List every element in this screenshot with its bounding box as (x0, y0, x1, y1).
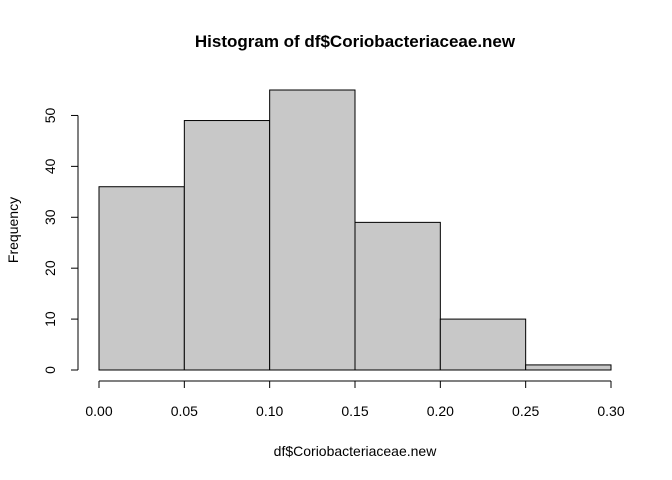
histogram-bar-5 (525, 364, 612, 371)
y-tick-label: 20 (42, 260, 58, 276)
x-tick-label: 0.10 (256, 403, 283, 419)
y-tick-label: 40 (42, 158, 58, 174)
y-tick-label: 50 (42, 107, 58, 123)
chart-title: Histogram of df$Coriobacteriaceae.new (195, 32, 516, 51)
histogram-bar-1 (183, 120, 271, 371)
x-axis: 0.00 0.05 0.10 0.15 0.20 0.25 0.30 (85, 380, 625, 419)
x-tick-label: 0.25 (512, 403, 539, 419)
y-axis-label: Frequency (5, 197, 21, 263)
x-tick-label: 0.15 (341, 403, 368, 419)
x-tick-label: 0.20 (427, 403, 454, 419)
x-tick-label: 0.00 (85, 403, 112, 419)
histogram-bar-2 (269, 89, 356, 371)
x-tick-label: 0.05 (171, 403, 198, 419)
histogram-bar-0 (98, 186, 185, 371)
histogram-bar-4 (439, 318, 527, 371)
x-axis-label: df$Coriobacteriaceae.new (274, 443, 438, 459)
y-axis: 0 10 20 30 40 50 (42, 107, 79, 374)
histogram-bar-3 (354, 221, 441, 371)
x-tick-label: 0.30 (597, 403, 624, 419)
y-tick-label: 10 (42, 311, 58, 327)
y-tick-label: 30 (42, 209, 58, 225)
y-tick-label: 0 (42, 366, 58, 374)
bars-group (98, 89, 612, 371)
